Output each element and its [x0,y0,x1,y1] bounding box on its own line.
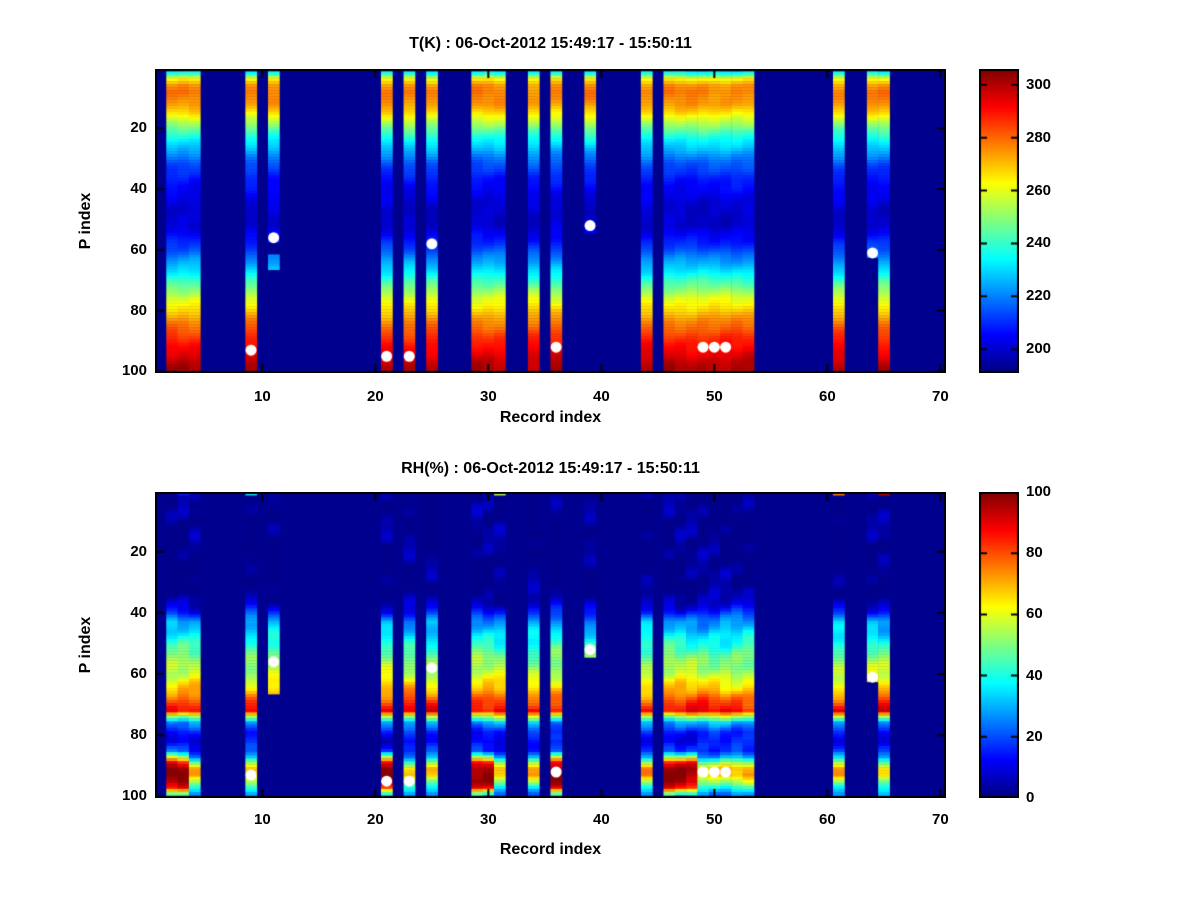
x-tick-label: 40 [593,388,610,405]
x-tick-label: 50 [706,811,723,828]
humidity-x-axis-label: Record index [499,841,602,858]
temperature-plot-title: T(K) : 06-Oct-2012 15:49:17 - 15:50:11 [409,35,692,52]
y-tick-label: 100 [121,362,147,380]
colorbar-tick-label: 280 [1026,128,1052,146]
y-tick-label: 20 [130,119,147,137]
temperature-y-axis-label: P index [77,192,94,250]
x-tick-label: 50 [706,388,723,405]
humidity-colorbar [979,492,1019,798]
colorbar-tick-label: 300 [1026,75,1052,93]
y-tick-label: 80 [130,301,147,319]
x-tick-label: 10 [254,388,271,405]
y-tick-label: 100 [121,787,147,805]
x-tick-label: 40 [593,811,610,828]
x-tick-label: 30 [480,811,497,828]
colorbar-tick-label: 200 [1026,340,1052,358]
colorbar-tick-label: 240 [1026,234,1052,252]
colorbar-tick-label: 40 [1026,666,1043,684]
temperature-x-axis-label: Record index [499,409,602,426]
y-tick-label: 40 [130,180,147,198]
y-tick-label: 60 [130,240,147,258]
humidity-plot-title: RH(%) : 06-Oct-2012 15:49:17 - 15:50:11 [401,460,700,477]
x-tick-label: 60 [819,388,836,405]
x-tick-label: 20 [367,811,384,828]
x-tick-label: 70 [932,811,949,828]
temperature-heatmap-canvas [155,69,946,373]
x-tick-label: 70 [932,388,949,405]
temperature-colorbar [979,69,1019,373]
colorbar-tick-label: 260 [1026,181,1052,199]
colorbar-tick-label: 0 [1026,789,1035,806]
y-tick-label: 60 [130,665,147,683]
x-tick-label: 10 [254,811,271,828]
x-tick-label: 60 [819,811,836,828]
x-tick-label: 30 [480,388,497,405]
colorbar-tick-label: 220 [1026,287,1052,305]
x-tick-label: 20 [367,388,384,405]
colorbar-tick-label: 60 [1026,605,1043,623]
humidity-y-axis-label: P index [77,616,94,674]
y-tick-label: 20 [130,542,147,560]
y-tick-label: 40 [130,603,147,621]
colorbar-tick-label: 80 [1026,544,1043,562]
y-tick-label: 80 [130,726,147,744]
humidity-heatmap-canvas [155,492,946,798]
colorbar-tick-label: 100 [1026,483,1052,500]
colorbar-tick-label: 20 [1026,727,1043,745]
